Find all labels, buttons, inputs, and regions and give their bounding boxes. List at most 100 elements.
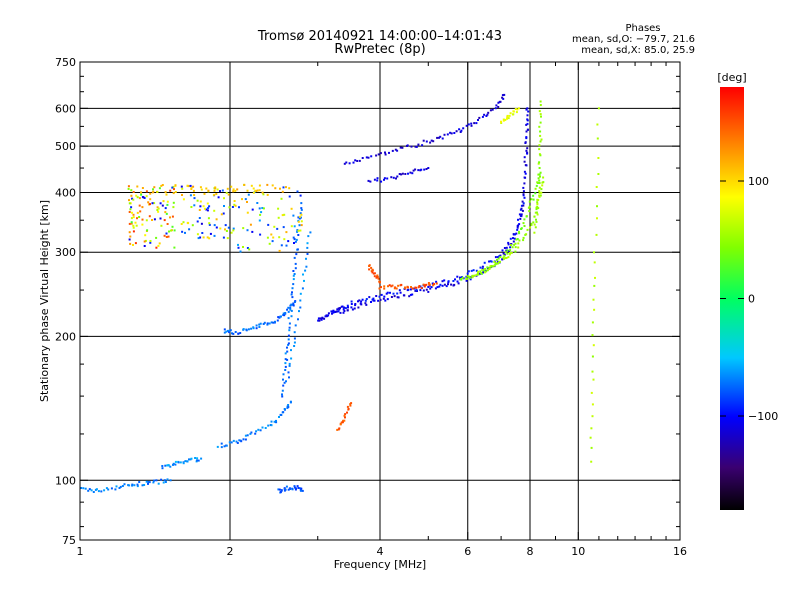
data-point — [224, 224, 227, 227]
data-point — [145, 480, 148, 483]
data-point — [128, 238, 131, 241]
data-point — [166, 203, 169, 206]
data-point — [296, 485, 299, 488]
data-point — [306, 253, 309, 255]
data-point — [434, 287, 437, 290]
data-point — [289, 307, 292, 309]
data-point — [537, 177, 540, 180]
data-point — [78, 486, 80, 488]
data-point — [506, 117, 508, 120]
data-point — [542, 176, 545, 179]
data-point — [361, 157, 364, 159]
data-point — [163, 219, 166, 222]
data-point — [286, 346, 288, 349]
data-point — [103, 489, 106, 492]
data-point — [87, 489, 90, 492]
data-point — [526, 107, 529, 110]
data-point — [500, 122, 503, 124]
data-point — [502, 252, 505, 255]
data-point — [114, 488, 117, 491]
data-point — [369, 180, 372, 183]
data-point — [287, 317, 290, 320]
data-point — [138, 216, 141, 218]
data-point — [380, 286, 382, 289]
data-point — [505, 246, 508, 249]
y-tick-label: 75 — [62, 534, 76, 547]
data-point — [591, 334, 594, 337]
data-point — [292, 270, 295, 272]
data-point — [517, 242, 520, 245]
data-point — [172, 201, 175, 204]
data-point — [258, 219, 261, 222]
data-point — [252, 187, 255, 190]
data-point — [171, 225, 174, 228]
data-point — [398, 173, 401, 175]
data-point — [526, 152, 529, 155]
data-point — [592, 298, 595, 301]
data-point — [520, 207, 523, 210]
data-point — [396, 292, 399, 295]
data-point — [427, 286, 430, 288]
data-point — [144, 234, 147, 237]
data-point — [379, 152, 382, 155]
data-point — [287, 342, 290, 345]
data-point — [401, 146, 404, 149]
data-point — [255, 327, 258, 330]
data-point — [198, 209, 201, 211]
data-point — [523, 182, 526, 185]
data-point — [136, 485, 139, 488]
data-point — [520, 204, 523, 207]
data-point — [213, 234, 216, 237]
data-point — [432, 284, 435, 287]
data-point — [505, 249, 508, 252]
data-point — [145, 195, 148, 198]
data-point — [452, 280, 455, 282]
data-point — [244, 198, 247, 201]
data-point — [197, 237, 200, 240]
data-point — [415, 288, 418, 291]
data-point — [292, 302, 295, 305]
data-point — [166, 223, 169, 225]
data-point — [239, 250, 242, 253]
data-point — [234, 189, 237, 192]
data-point — [445, 285, 448, 288]
data-point — [148, 215, 151, 218]
data-point — [516, 228, 519, 231]
data-point — [589, 436, 592, 439]
data-point — [118, 487, 121, 489]
data-point — [391, 284, 394, 287]
data-point — [502, 118, 505, 121]
data-point — [522, 194, 525, 197]
data-point — [232, 229, 235, 232]
data-point — [240, 440, 243, 443]
data-point — [277, 316, 280, 319]
data-point — [145, 190, 148, 193]
data-point — [305, 257, 307, 260]
data-point — [276, 227, 279, 230]
data-point — [346, 304, 349, 307]
data-point — [304, 269, 307, 272]
data-point — [317, 317, 320, 320]
data-point — [539, 134, 542, 137]
data-point — [254, 189, 257, 192]
data-point — [228, 331, 231, 334]
data-point — [279, 315, 282, 318]
data-point — [301, 287, 304, 290]
data-point — [238, 206, 240, 209]
data-point — [458, 128, 461, 131]
data-point — [207, 189, 210, 192]
data-point — [282, 378, 284, 381]
data-point — [138, 197, 141, 200]
data-point — [373, 275, 376, 278]
data-point — [208, 222, 211, 225]
data-point — [494, 256, 497, 259]
data-point — [538, 167, 541, 169]
data-point — [489, 109, 492, 112]
data-point — [280, 244, 283, 247]
data-point — [439, 283, 442, 286]
data-point — [540, 115, 542, 118]
data-point — [193, 204, 196, 207]
data-point — [227, 193, 230, 196]
data-point — [132, 230, 135, 233]
data-point — [155, 236, 158, 239]
